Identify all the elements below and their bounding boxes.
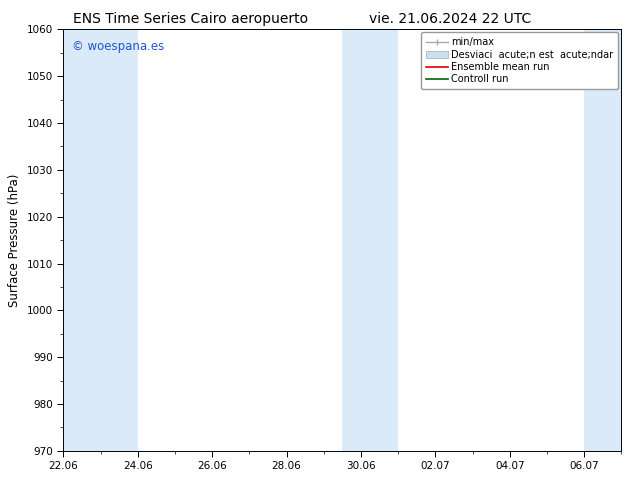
Text: ENS Time Series Cairo aeropuerto: ENS Time Series Cairo aeropuerto [73,12,307,26]
Legend: min/max, Desviaci  acute;n est  acute;ndar, Ensemble mean run, Controll run: min/max, Desviaci acute;n est acute;ndar… [421,32,618,89]
Text: © woespana.es: © woespana.es [72,40,164,53]
Bar [342,29,398,451]
Text: vie. 21.06.2024 22 UTC: vie. 21.06.2024 22 UTC [369,12,531,26]
Y-axis label: Surface Pressure (hPa): Surface Pressure (hPa) [8,173,21,307]
Bar [584,29,621,451]
Bar [63,29,138,451]
